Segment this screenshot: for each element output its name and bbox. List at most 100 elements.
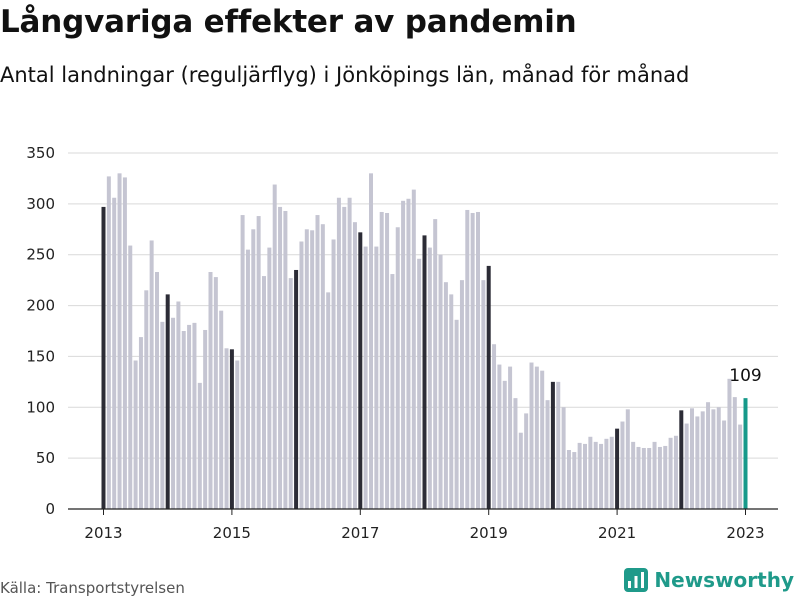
bar [545,400,550,509]
bar [438,254,443,509]
bar [443,282,448,509]
axes: 0 50 100 150 200 250 300 350 2013 2015 2017 2019 202… [26,144,778,542]
chart-subtitle: Antal landningar (reguljärflyg) i Jönköp… [0,63,690,87]
bar [620,421,625,509]
bar [497,364,502,509]
bar [476,211,480,510]
bar [668,437,673,509]
bar [743,398,748,509]
bar [599,443,604,509]
bar [181,331,186,509]
bar [171,317,176,509]
latest-value-label: 109 [729,366,761,386]
x-tick-label: 2021 [598,524,636,542]
bar [583,443,587,509]
bar [695,416,700,509]
brand-logo: Newsworthy [624,568,794,592]
source-note: Källa: Transportstyrelsen [0,579,185,597]
bar [604,438,609,509]
bar [272,184,277,509]
bar [722,420,727,509]
bar [513,398,518,509]
bar [406,198,411,509]
bar [641,447,646,509]
bar [647,447,652,509]
bar [251,229,256,510]
bar [262,276,266,509]
bar [470,213,475,509]
bar [508,366,513,509]
bars [101,173,748,510]
bar [657,446,662,509]
bar [465,209,470,509]
bar [155,272,159,509]
bar [673,435,678,509]
bar [534,366,539,509]
bar [502,380,507,509]
bar [294,269,299,509]
bar [144,290,149,509]
y-tick-label: 200 [26,297,55,315]
bar [326,292,331,509]
bar [160,321,165,509]
bar [700,411,705,509]
y-tick-label: 250 [26,246,55,264]
bar [256,216,261,509]
bar [315,215,320,510]
bar [352,222,357,510]
bar [288,278,293,509]
bar [117,173,122,509]
bar [379,211,384,510]
bar [684,423,689,509]
bar [454,319,459,509]
bar [636,446,641,509]
bar [229,349,234,509]
bar [187,324,192,509]
y-tick-label: 50 [36,449,55,467]
bar [299,241,304,510]
bar [518,432,523,509]
bar [138,337,143,509]
bar [197,382,202,509]
bar [310,230,315,510]
bar [556,381,561,509]
bar [395,227,400,509]
bar [550,381,555,509]
bar [208,272,213,509]
bar [369,173,373,509]
x-tick-label: 2015 [213,524,251,542]
bar [331,239,336,509]
bar [149,240,154,509]
bar [449,294,454,509]
bar [433,219,438,510]
bar [459,280,464,509]
x-tick-label: 2023 [726,524,764,542]
bar [385,213,390,509]
bar [267,247,272,509]
y-tick-label: 350 [26,144,55,162]
bar [203,329,208,509]
bar [732,397,737,509]
bar [615,428,620,509]
bar [374,246,379,509]
x-tick-label: 2013 [84,524,122,542]
bar [566,450,571,509]
x-tick-label: 2017 [341,524,379,542]
bar [711,409,716,509]
bar [690,408,694,509]
bar [240,215,245,510]
bar [363,246,368,509]
y-tick-label: 300 [26,195,55,213]
bar [133,360,138,509]
bar [128,245,133,509]
bar [679,410,684,509]
y-tick-label: 100 [26,398,55,416]
bar [320,224,325,509]
bar [422,235,427,509]
bar [213,277,218,509]
bar [577,442,582,509]
bar [347,197,352,509]
bar [358,232,363,509]
bar [176,301,181,509]
